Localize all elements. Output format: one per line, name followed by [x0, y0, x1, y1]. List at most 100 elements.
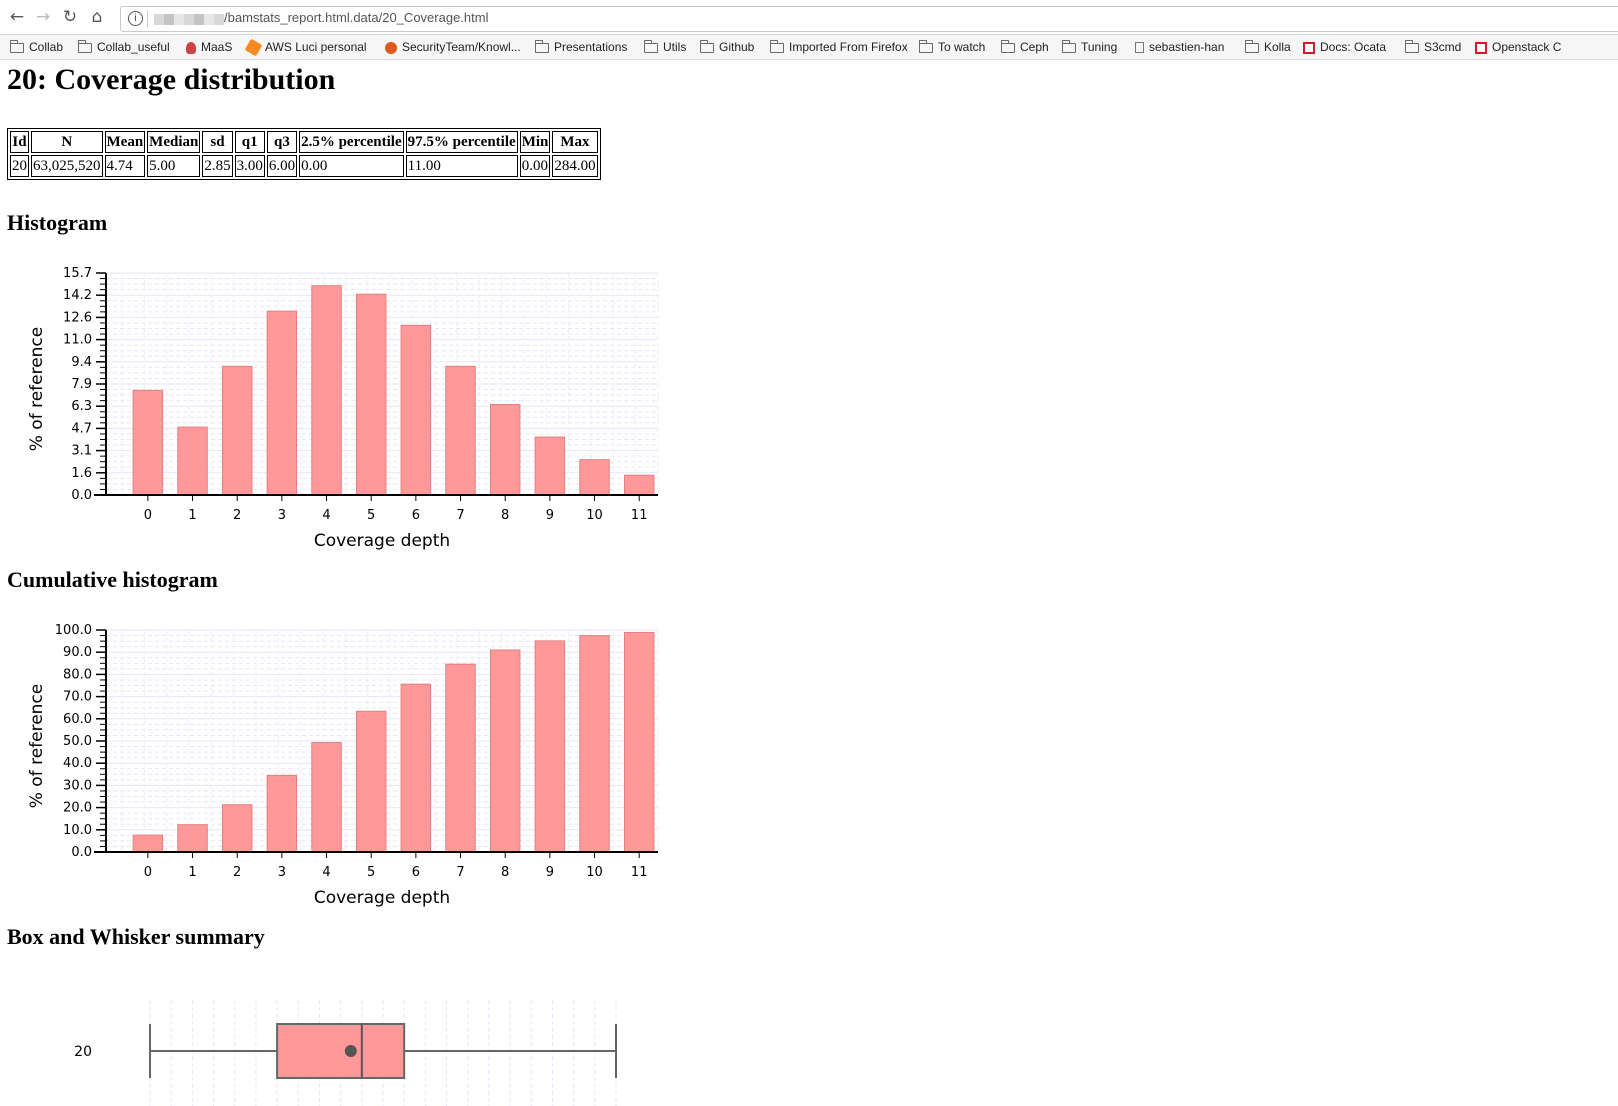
bookmark-item[interactable]: To watch — [919, 39, 985, 55]
y-tick-label: 14.2 — [63, 288, 92, 303]
home-icon[interactable]: ⌂ — [91, 7, 103, 27]
bookmark-item[interactable]: SecurityTeam/Knowl... — [385, 39, 521, 55]
stats-cell: 63,025,520 — [31, 155, 103, 177]
bar — [221, 365, 253, 496]
page-icon — [1135, 42, 1144, 54]
y-tick-label: 80.0 — [63, 667, 92, 682]
y-axis-label: % of reference — [27, 684, 47, 809]
y-tick-label: 100.0 — [55, 623, 92, 638]
stats-cell: 6.00 — [266, 155, 298, 177]
bookmark-item[interactable]: S3cmd — [1405, 39, 1461, 55]
folder-icon — [1405, 39, 1419, 53]
arrow-left-icon[interactable]: ← — [9, 7, 25, 27]
bookmark-label: MaaS — [201, 40, 233, 54]
bar — [177, 426, 208, 496]
cumulative-histogram-chart: 0 1 2 3 4 5 6 7 8 9 10 11 0.0 10.0 20.0 30.0 40.0 50.0 60.… — [27, 623, 659, 908]
bookmark-item[interactable]: Tuning — [1062, 39, 1117, 55]
x-tick-label: 6 — [412, 508, 420, 523]
bookmark-item[interactable]: Presentations — [535, 39, 627, 55]
bookmark-label: sebastien-han — [1149, 40, 1225, 54]
stats-header-cell: q3 — [266, 131, 298, 153]
bar — [355, 293, 387, 496]
y-tick-label: 12.6 — [63, 310, 92, 325]
y-tick-label: 60.0 — [63, 712, 92, 727]
reload-icon[interactable]: ↻ — [62, 7, 78, 27]
y-axis-label: % of reference — [27, 327, 47, 452]
bookmark-item[interactable]: Github — [700, 39, 754, 55]
box-whisker-chart: 20 — [74, 1000, 617, 1106]
y-tick-label: 0.0 — [71, 488, 92, 503]
mean-point — [344, 1045, 357, 1057]
url-text[interactable]: /bamstats_report.html.data/20_Coverage.h… — [224, 10, 489, 25]
y-tick-label: 90.0 — [63, 645, 92, 660]
folder-icon — [10, 39, 24, 53]
stats-header-cell: q1 — [234, 131, 265, 153]
bookmark-item[interactable]: Imported From Firefox — [770, 39, 908, 55]
stats-header-cell: 97.5% percentile — [405, 131, 518, 153]
cumulative-heading: Cumulative histogram — [7, 567, 218, 592]
bookmark-item[interactable]: sebastien-han — [1135, 39, 1224, 55]
bar — [623, 474, 655, 496]
bar — [445, 365, 476, 496]
bar — [489, 404, 521, 496]
bar — [311, 742, 342, 853]
x-tick-label: 2 — [233, 865, 241, 880]
bookmark-item[interactable]: Docs: Ocata — [1303, 39, 1386, 55]
bar — [445, 663, 476, 853]
bookmark-item[interactable]: Kolla — [1245, 39, 1291, 55]
bookmark-label: AWS Luci personal — [265, 40, 367, 54]
box — [276, 1023, 406, 1079]
bookmark-item[interactable]: MaaS — [186, 39, 232, 55]
arrow-right-icon[interactable]: → — [35, 7, 51, 27]
bookmark-item[interactable]: Openstack C — [1475, 39, 1561, 55]
stats-header-row: Id N Mean Median sd q1 q3 2.5% percentile 97.5% … — [10, 131, 598, 153]
bar — [132, 389, 164, 496]
bookmark-item[interactable]: Ceph — [1001, 39, 1049, 55]
stats-header-cell: Min — [519, 131, 551, 153]
folder-icon — [644, 39, 658, 53]
bookmark-item[interactable]: AWS Luci personal — [244, 38, 367, 57]
x-tick-label: 10 — [586, 508, 603, 523]
bookmark-item[interactable]: Collab_useful — [78, 39, 170, 55]
x-tick-label: 0 — [144, 865, 152, 880]
stats-cell: 11.00 — [405, 155, 518, 177]
box-label: 20 — [74, 1044, 92, 1060]
y-tick-label: 3.1 — [71, 444, 92, 459]
histogram-heading: Histogram — [7, 210, 108, 235]
x-tick-label: 6 — [412, 865, 420, 880]
maas-icon — [186, 41, 196, 54]
bookmark-label: SecurityTeam/Knowl... — [402, 40, 521, 54]
browser-toolbar: ← → ↻ ⌂ i /bamstats_report.html.data/20_… — [0, 0, 1618, 35]
bookmark-label: Imported From Firefox — [789, 40, 908, 54]
folder-icon — [700, 39, 714, 53]
x-tick-label: 8 — [501, 508, 509, 523]
bookmark-label: Openstack C — [1492, 40, 1562, 54]
info-icon[interactable]: i — [128, 11, 143, 26]
folder-icon — [78, 39, 92, 53]
folder-icon — [535, 39, 549, 53]
x-tick-label: 7 — [456, 508, 464, 523]
x-axis-label: Coverage depth — [314, 888, 450, 908]
bar — [579, 459, 610, 496]
bookmark-item[interactable]: Collab — [10, 39, 63, 55]
y-tick-label: 1.6 — [71, 466, 92, 481]
histogram-chart: 0 1 2 3 4 5 6 7 8 9 10 11 0.0 1.6 3.1 4.7 6.3 7.9 9.4 11.0 1… — [27, 266, 659, 551]
x-tick-label: 7 — [456, 865, 464, 880]
page-title: 20: Coverage distribution — [7, 63, 336, 96]
bar — [489, 649, 521, 853]
bookmark-label: Collab — [29, 40, 64, 54]
bar — [400, 324, 432, 496]
bookmark-item[interactable]: Utils — [644, 39, 686, 55]
stats-header-cell: Max — [552, 131, 598, 153]
stats-cell: 3.00 — [234, 155, 265, 177]
stats-cell: 20 — [10, 155, 29, 177]
boxplot-heading: Box and Whisker summary — [7, 924, 265, 949]
bar — [266, 774, 298, 853]
stats-header-cell: Median — [147, 131, 201, 153]
stats-header-cell: 2.5% percentile — [299, 131, 404, 153]
x-tick-label: 11 — [631, 508, 648, 523]
address-bar[interactable]: i /bamstats_report.html.data/20_Coverage… — [120, 6, 1618, 32]
stats-header-cell: N — [31, 131, 103, 153]
bar — [534, 640, 566, 853]
blurred-host — [154, 14, 224, 25]
